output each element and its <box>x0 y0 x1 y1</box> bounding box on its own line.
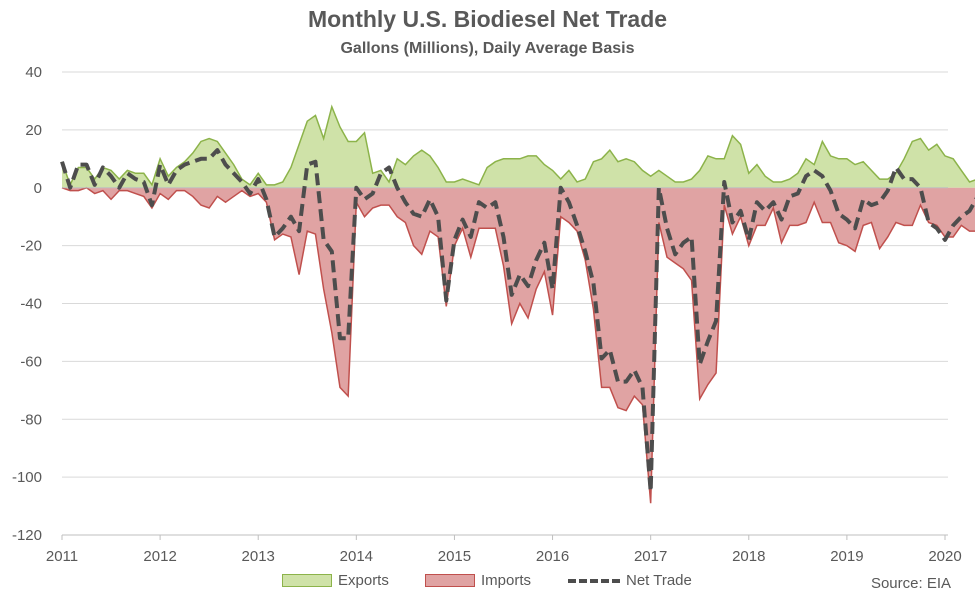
exports-line <box>61 104 975 187</box>
y-tick-label: -40 <box>20 296 42 313</box>
x-tick-label: 2014 <box>340 548 373 565</box>
x-tick-label: 2019 <box>830 548 863 565</box>
legend-label-net-trade: Net Trade <box>626 572 692 589</box>
legend-label-exports: Exports <box>338 572 389 589</box>
y-tick-label: -100 <box>12 469 42 486</box>
y-tick-label: -60 <box>20 353 42 370</box>
x-tick-label: 2020 <box>928 548 961 565</box>
legend-label-imports: Imports <box>481 572 532 589</box>
source-note: Source: EIA <box>870 575 951 592</box>
legend-swatch-net-trade <box>568 574 620 587</box>
legend-item-imports: Imports <box>425 572 531 589</box>
x-tick-label: 2011 <box>46 548 78 565</box>
x-tick-label: 2017 <box>634 548 667 565</box>
x-tick-label: 2013 <box>242 548 275 565</box>
chart-title: Monthly U.S. Biodiesel Net Trade <box>307 6 668 32</box>
net-trade-line <box>60 148 975 494</box>
y-tick-label: 40 <box>25 64 42 81</box>
imports-area <box>62 187 975 504</box>
x-tick-label: 2012 <box>143 548 176 565</box>
y-tick-label: 20 <box>25 122 42 139</box>
x-tick-label: 2015 <box>438 548 471 565</box>
y-tick-label: -120 <box>12 527 42 544</box>
y-tick-label: 0 <box>34 180 42 197</box>
legend-swatch-imports <box>425 574 475 587</box>
legend-swatch-exports <box>282 574 332 587</box>
y-tick-label: -20 <box>20 238 42 255</box>
imports-line <box>61 186 975 504</box>
legend: Exports Imports Net Trade <box>0 572 975 594</box>
legend-item-exports: Exports <box>282 572 389 589</box>
chart-subtitle: Gallons (Millions), Daily Average Basis <box>340 40 635 57</box>
legend-item-net-trade: Net Trade <box>568 572 692 589</box>
x-tick-label: 2016 <box>536 548 569 565</box>
x-tick-label: 2018 <box>732 548 765 565</box>
exports-area <box>62 106 975 188</box>
y-tick-label: -80 <box>20 411 42 428</box>
